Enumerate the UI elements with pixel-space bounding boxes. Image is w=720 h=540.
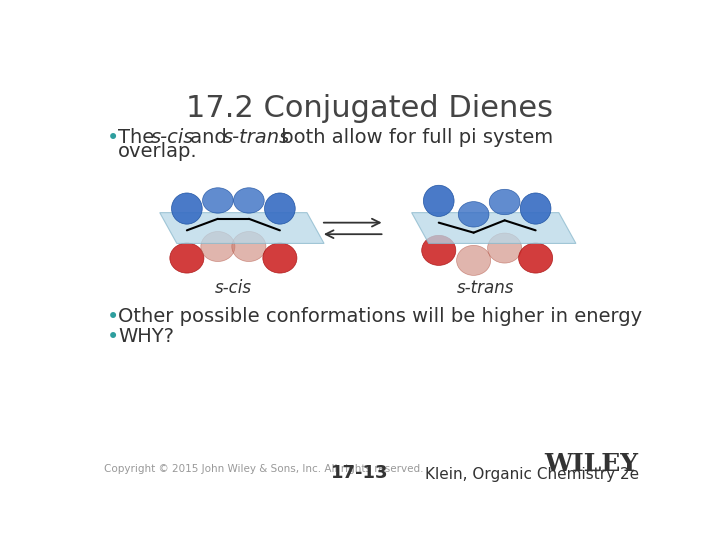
Text: Other possible conformations will be higher in energy: Other possible conformations will be hig… — [118, 307, 642, 326]
Text: both allow for full pi system: both allow for full pi system — [274, 128, 553, 147]
Text: s-trans: s-trans — [222, 128, 289, 147]
Text: s-cis: s-cis — [215, 279, 252, 297]
Ellipse shape — [521, 193, 551, 224]
Ellipse shape — [233, 188, 264, 213]
Text: s-cis: s-cis — [150, 128, 194, 147]
Text: The: The — [118, 128, 161, 147]
Ellipse shape — [422, 235, 456, 265]
Ellipse shape — [487, 233, 522, 263]
Text: •: • — [107, 307, 120, 327]
Ellipse shape — [232, 232, 266, 261]
Ellipse shape — [490, 190, 520, 215]
Text: •: • — [107, 128, 120, 148]
Ellipse shape — [518, 243, 553, 273]
Text: 17-13: 17-13 — [331, 464, 389, 482]
Ellipse shape — [201, 232, 235, 261]
Ellipse shape — [264, 193, 295, 224]
Ellipse shape — [458, 201, 489, 227]
Ellipse shape — [456, 245, 490, 275]
Ellipse shape — [423, 185, 454, 217]
Polygon shape — [160, 213, 324, 244]
Text: and: and — [184, 128, 233, 147]
Polygon shape — [412, 213, 576, 244]
Text: 17.2 Conjugated Dienes: 17.2 Conjugated Dienes — [186, 94, 552, 123]
Ellipse shape — [170, 243, 204, 273]
Text: WHY?: WHY? — [118, 327, 174, 346]
Ellipse shape — [263, 243, 297, 273]
Text: •: • — [107, 327, 120, 347]
Text: overlap.: overlap. — [118, 142, 197, 161]
Ellipse shape — [202, 188, 233, 213]
Text: Klein, Organic Chemistry 2e: Klein, Organic Chemistry 2e — [425, 467, 639, 482]
Text: Copyright © 2015 John Wiley & Sons, Inc. All rights reserved.: Copyright © 2015 John Wiley & Sons, Inc.… — [104, 464, 423, 474]
Text: s-trans: s-trans — [456, 279, 514, 297]
Text: WILEY: WILEY — [545, 452, 639, 476]
Ellipse shape — [171, 193, 202, 224]
